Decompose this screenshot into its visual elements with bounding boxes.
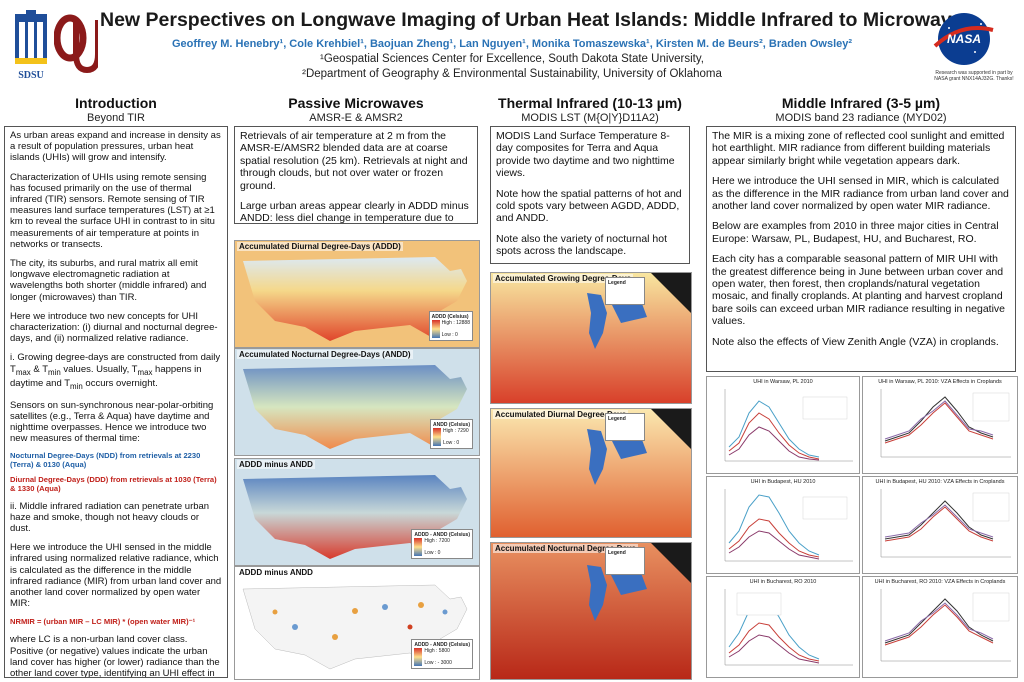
passive-heading-block: Passive Microwaves AMSR-E & AMSR2	[234, 95, 478, 124]
sdsu-logo: SDSU	[15, 10, 47, 81]
ddd-definition: Diurnal Degree-Days (DDD) from retrieval…	[10, 474, 217, 493]
addd-map-image	[243, 257, 467, 341]
chart-warsaw-plot	[724, 389, 853, 462]
middle-p3: Below are examples from 2010 in three ma…	[712, 220, 999, 245]
thermal-andd-map-label: Accumulated Nocturnal Degree-Days	[493, 544, 638, 553]
ndd-definition: Nocturnal Degree-Days (NDD) from retriev…	[10, 450, 201, 469]
addd-minus-andd-cities-map-image	[242, 584, 468, 670]
poster-title: New Perspectives on Longwave Imaging of …	[100, 9, 974, 31]
chart-bucharest: UHI in Bucharest, RO 2010	[706, 576, 860, 678]
affiliation-1: ¹Geospatial Sciences Center for Excellen…	[320, 53, 704, 65]
addd-map-label: Accumulated Diurnal Degree-Days (ADDD)	[237, 242, 403, 251]
chart-bucharest-vza-plot	[880, 589, 1011, 662]
middle-p2: Here we introduce the UHI sensed in MIR,…	[712, 175, 1009, 213]
passive-p2: Large urban areas appear clearly in ADDD…	[240, 200, 469, 224]
thermal-subheading: MODIS LST (M{O|Y}D11A2)	[521, 112, 659, 124]
ou-logo	[54, 14, 98, 74]
intro-p6: Sensors on sun-synchronous near-polar-or…	[10, 399, 214, 445]
thermal-p3: Note also the variety of nocturnal hot s…	[496, 232, 668, 258]
intro-p2: Characterization of UHIs using remote se…	[10, 171, 215, 250]
nasa-label: NASA	[947, 32, 981, 46]
intro-heading-block: Introduction Beyond TIR	[4, 95, 228, 124]
poster-header: SDSU New Perspectives on Longwave Imagin…	[0, 0, 1024, 90]
andd-legend: ANDD (Celsius) High : 7290 Low : 0	[430, 419, 473, 449]
middle-p1: The MIR is a mixing zone of reflected co…	[712, 130, 1005, 167]
thermal-addd-map-image	[491, 409, 691, 537]
thermal-agdd-legend: Legend	[605, 277, 645, 305]
intro-p5: i. Growing degree-days are constructed f…	[10, 352, 221, 391]
thermal-agdd-map: Accumulated Growing Degree-Days Legend	[490, 272, 692, 404]
chart-warsaw-vza-title: UHI in Warsaw, PL 2010: VZA Effects in C…	[878, 379, 1002, 385]
chart-bucharest-plot	[724, 589, 853, 666]
intro-subheading: Beyond TIR	[87, 112, 145, 124]
thermal-p2: Note how the spatial patterns of hot and…	[496, 187, 682, 225]
poster-authors: Geoffrey M. Henebry¹, Cole Krehbiel¹, Ba…	[171, 38, 853, 50]
chart-bucharest-vza-title: UHI in Bucharest, RO 2010: VZA Effects i…	[874, 579, 1006, 585]
intro-p9: where LC is a non-urban land cover class…	[10, 634, 220, 678]
addd-minus-andd-cities-legend: ADDD - ANDD (Celsius) High : 5800 Low : -…	[411, 639, 473, 669]
chart-warsaw-vza-plot	[880, 389, 1011, 458]
chart-budapest-vza-title: UHI in Budapest, HU 2010: VZA Effects in…	[875, 479, 1005, 485]
thermal-text-box: MODIS Land Surface Temperature 8-day com…	[490, 126, 690, 264]
thermal-addd-map: Accumulated Diurnal Degree-Days Legend	[490, 408, 692, 538]
thermal-addd-legend: Legend	[605, 413, 645, 441]
chart-budapest: UHI in Budapest, HU 2010	[706, 476, 860, 574]
thermal-agdd-map-image	[491, 273, 691, 403]
andd-map-image	[243, 365, 467, 449]
passive-heading: Passive Microwaves	[288, 95, 424, 111]
nrmir-formula: NRMIR = (urban MIR – LC MIR) * (open wat…	[10, 617, 196, 627]
chart-bucharest-title: UHI in Bucharest, RO 2010	[749, 579, 817, 585]
thermal-andd-map-image	[491, 543, 691, 679]
middle-heading: Middle Infrared (3-5 µm)	[781, 95, 941, 111]
intro-p8: Here we introduce the UHI sensed in the …	[10, 542, 222, 610]
middle-p5: Note also the effects of View Zenith Ang…	[712, 335, 999, 348]
intro-p3: The city, its suburbs, and rural matrix …	[10, 258, 207, 303]
intro-heading: Introduction	[75, 95, 157, 111]
thermal-heading: Thermal Infrared (10-13 µm)	[498, 95, 682, 111]
addd-minus-andd-map-image	[243, 475, 467, 559]
passive-subheading: AMSR-E & AMSR2	[309, 112, 403, 124]
middle-text-box: The MIR is a mixing zone of reflected co…	[706, 126, 1016, 372]
middle-heading-block: Middle Infrared (3-5 µm) MODIS band 23 r…	[704, 95, 1018, 124]
thermal-addd-map-label: Accumulated Diurnal Degree-Days	[493, 410, 629, 419]
thermal-heading-block: Thermal Infrared (10-13 µm) MODIS LST (M…	[488, 95, 692, 124]
thermal-andd-legend: Legend	[605, 547, 645, 575]
affiliation-2: ²Department of Geography & Environmental…	[302, 68, 722, 80]
intro-text-box: As urban areas expand and increase in de…	[4, 126, 228, 678]
chart-budapest-vza: UHI in Budapest, HU 2010: VZA Effects in…	[862, 476, 1018, 574]
middle-subheading: MODIS band 23 radiance (MYD02)	[775, 112, 947, 124]
intro-p7: ii. Middle infrared radiation can penetr…	[10, 500, 210, 535]
sdsu-label: SDSU	[18, 70, 44, 81]
chart-warsaw-vza: UHI in Warsaw, PL 2010: VZA Effects in C…	[862, 376, 1018, 474]
addd-minus-andd-cities-map-label: ADDD minus ANDD	[237, 568, 315, 577]
addd-minus-andd-map: ADDD minus ANDD ADDD - ANDD (Celsius) Hi…	[234, 458, 480, 566]
addd-minus-andd-legend: ADDD - ANDD (Celsius) High : 7200 Low : 0	[411, 529, 473, 559]
chart-budapest-vza-plot	[880, 489, 1011, 558]
addd-map: Accumulated Diurnal Degree-Days (ADDD) A…	[234, 240, 480, 348]
thermal-andd-map: Accumulated Nocturnal Degree-Days Legend	[490, 542, 692, 680]
addd-minus-andd-map-label: ADDD minus ANDD	[237, 460, 315, 469]
andd-map-label: Accumulated Nocturnal Degree-Days (ANDD)	[237, 350, 413, 359]
passive-p1: Retrievals of air temperature at 2 m fro…	[240, 130, 468, 192]
thermal-agdd-map-label: Accumulated Growing Degree-Days	[493, 274, 634, 283]
chart-warsaw-title: UHI in Warsaw, PL 2010	[753, 379, 813, 385]
thermal-p1: MODIS Land Surface Temperature 8-day com…	[496, 130, 675, 180]
chart-budapest-title: UHI in Budapest, HU 2010	[750, 479, 816, 485]
intro-p1: As urban areas expand and increase in de…	[10, 130, 221, 164]
chart-bucharest-vza: UHI in Bucharest, RO 2010: VZA Effects i…	[862, 576, 1018, 678]
intro-p4: Here we introduce two new concepts for U…	[10, 310, 218, 345]
acknowledgment: Research was supported in part by NASA g…	[934, 70, 1014, 82]
addd-minus-andd-cities-map: ADDD minus ANDD ADDD - ANDD (Celsius) Hi…	[234, 566, 480, 680]
andd-map: Accumulated Nocturnal Degree-Days (ANDD)…	[234, 348, 480, 456]
passive-text-box: Retrievals of air temperature at 2 m fro…	[234, 126, 478, 224]
chart-warsaw: UHI in Warsaw, PL 2010	[706, 376, 860, 474]
addd-legend: ADDD (Celsius) High : 12888 Low : 0	[428, 311, 473, 341]
chart-budapest-plot	[724, 489, 853, 562]
nasa-logo: NASA	[933, 13, 994, 65]
middle-p4: Each city has a comparable seasonal patt…	[712, 253, 1006, 328]
